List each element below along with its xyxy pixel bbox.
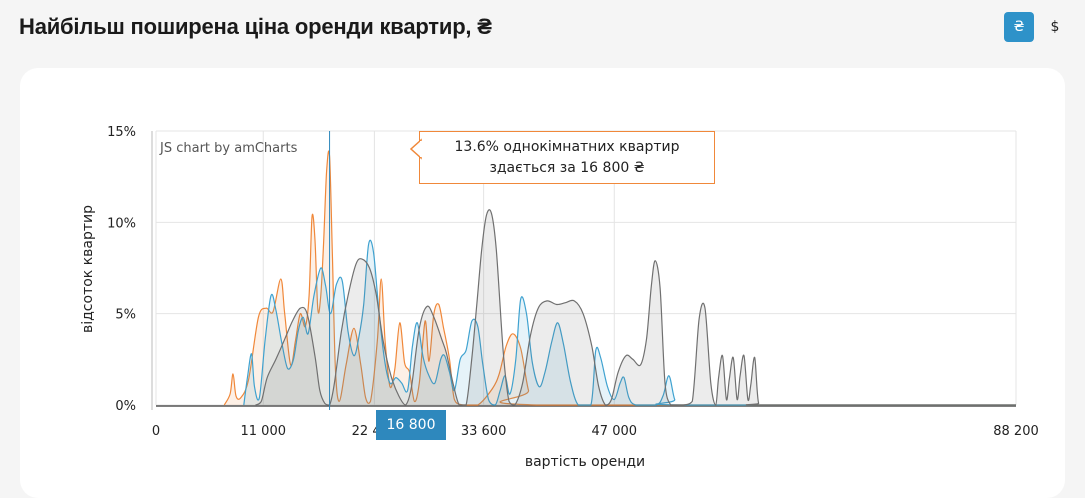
x-tick-label: 88 200 — [993, 424, 1039, 439]
x-tick-label: 47 000 — [592, 424, 638, 439]
series-area-gray — [255, 209, 1016, 405]
y-tick-label: 15% — [107, 125, 136, 140]
x-tick-label: 0 — [152, 424, 160, 439]
chart-series — [223, 150, 1017, 406]
currency-toggle: ₴ $ — [1004, 12, 1070, 42]
tooltip-line-2: здається за 16 800 ₴ — [489, 160, 645, 176]
y-tick-label: 5% — [115, 308, 136, 323]
amcharts-credit[interactable]: JS chart by amCharts — [159, 141, 298, 156]
x-tick-label: 11 000 — [241, 424, 287, 439]
series-area-orange — [224, 150, 1017, 405]
chart-tooltip: 13.6% однокімнатних квартир здається за … — [419, 131, 715, 184]
series-line-orange[interactable] — [223, 150, 1016, 406]
cursor-x-badge: 16 800 — [376, 410, 446, 440]
currency-usd-button[interactable]: $ — [1050, 19, 1060, 35]
series-area-blue — [243, 240, 1017, 405]
y-tick-label: 10% — [107, 216, 136, 231]
series-line-gray[interactable] — [255, 209, 1017, 406]
rent-price-chart[interactable]: JS chart by amCharts 0%5%10%15%0 11 000 22… — [0, 0, 1085, 484]
x-axis-title: вартість оренди — [525, 454, 645, 470]
currency-uah-button[interactable]: ₴ — [1004, 12, 1034, 42]
tooltip-line-1: 13.6% однокімнатних квартир — [454, 139, 680, 155]
y-tick-label: 0% — [115, 399, 136, 414]
tooltip-pointer — [410, 138, 422, 160]
series-line-blue[interactable] — [243, 239, 1016, 406]
x-tick-label: 33 600 — [461, 424, 507, 439]
y-axis-title: відсоток квартир — [80, 205, 96, 333]
page-title: Найбільш поширена ціна оренди квартир, ₴ — [19, 14, 492, 39]
